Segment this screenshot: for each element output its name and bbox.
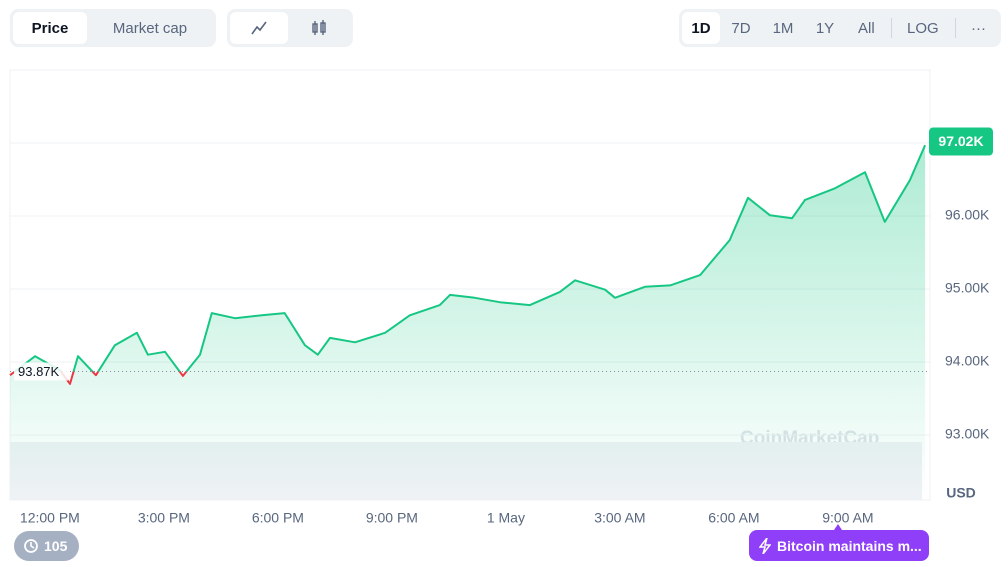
x-tick-label: 12:00 PM (20, 510, 80, 526)
plot-frame (9, 69, 931, 501)
range-button[interactable]: All (858, 19, 875, 37)
reference-label-bg (14, 362, 68, 381)
news-pill[interactable]: Bitcoin maintains m... (749, 530, 929, 561)
y-tick-label: 97.00K (945, 134, 990, 150)
badge-count: 105 (44, 538, 68, 554)
range-button[interactable]: 1D (682, 12, 720, 44)
y-tick-label: 94.00K (945, 353, 990, 369)
range-group: 1D 7D 1M 1Y All LOG ··· (679, 9, 1001, 47)
x-tick-label: 1 May (487, 510, 525, 526)
candle-icon[interactable] (288, 12, 350, 44)
log-button[interactable]: LOG (906, 19, 939, 37)
current-price-bg (929, 127, 993, 156)
x-tick-label: 6:00 AM (708, 510, 759, 526)
news-text: Bitcoin maintains m... (777, 537, 922, 554)
y-tick-label: 95.00K (945, 280, 990, 296)
x-tick-label: 9:00 PM (366, 510, 418, 526)
tab[interactable]: Market cap (112, 19, 188, 37)
range-button[interactable]: 1M (772, 19, 794, 37)
x-tick-label: 9:00 AM (822, 510, 873, 526)
x-tick-label: 6:00 PM (252, 510, 304, 526)
x-tick-label: 3:00 AM (594, 510, 645, 526)
range-button[interactable]: 7D (731, 19, 751, 37)
volume-band (10, 442, 922, 500)
reference-label: 93.87K (18, 364, 60, 379)
x-tick-label: 3:00 PM (138, 510, 190, 526)
price-line (9, 144, 927, 385)
watermark: CoinMarketCap (740, 428, 879, 449)
y-tick-label: 96.00K (945, 207, 990, 223)
line-icon[interactable] (230, 12, 288, 44)
y-tick-label: 93.00K (945, 426, 990, 442)
tab[interactable]: Price (13, 12, 87, 44)
history-badge[interactable]: 105 (14, 531, 80, 561)
y-unit: USD (946, 485, 976, 501)
chart-type-group (227, 9, 353, 47)
current-price-label: 97.02K (938, 133, 983, 149)
more-button[interactable]: ··· (970, 19, 986, 37)
range-button[interactable]: 1Y (815, 19, 835, 37)
price-area (10, 145, 926, 500)
tab-group: Price Market cap (10, 9, 216, 47)
